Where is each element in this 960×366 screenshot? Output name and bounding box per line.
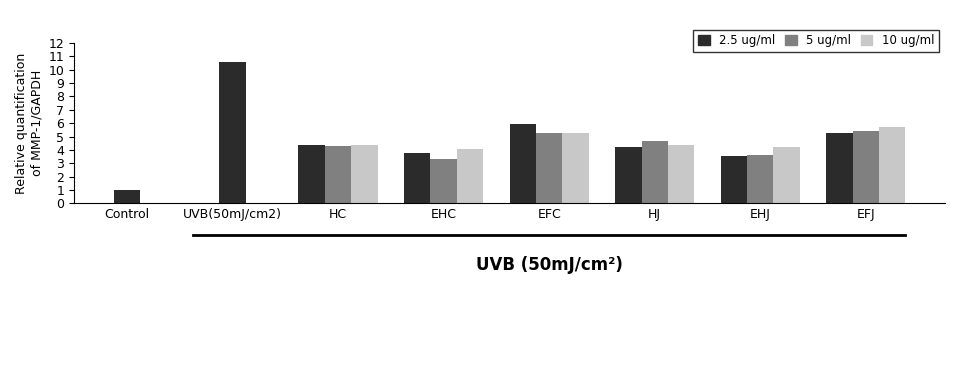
Bar <box>351 145 377 203</box>
Bar <box>668 145 694 203</box>
Bar <box>430 159 457 203</box>
Bar <box>641 141 668 203</box>
Bar <box>721 156 747 203</box>
Bar <box>879 127 905 203</box>
Bar <box>219 62 246 203</box>
Bar <box>113 190 140 203</box>
Bar <box>299 145 324 203</box>
Bar <box>324 146 351 203</box>
Bar <box>563 133 588 203</box>
Bar <box>510 124 536 203</box>
Legend: 2.5 ug/ml, 5 ug/ml, 10 ug/ml: 2.5 ug/ml, 5 ug/ml, 10 ug/ml <box>693 30 939 52</box>
Bar <box>827 132 852 203</box>
Bar <box>536 133 563 203</box>
Text: UVB (50mJ/cm²): UVB (50mJ/cm²) <box>476 256 623 274</box>
Bar <box>457 149 483 203</box>
Bar <box>404 153 430 203</box>
Bar <box>774 146 800 203</box>
Bar <box>747 155 774 203</box>
Y-axis label: Relative quantification
of MMP-1/GAPDH: Relative quantification of MMP-1/GAPDH <box>15 53 43 194</box>
Bar <box>852 131 879 203</box>
Bar <box>615 146 641 203</box>
